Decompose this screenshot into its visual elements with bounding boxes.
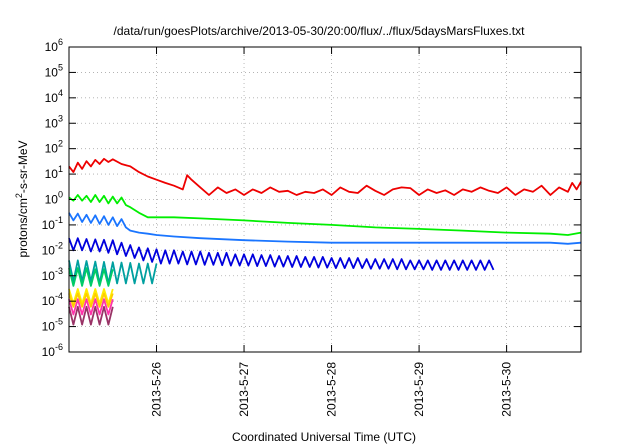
y-tick-label: 104 <box>45 88 63 105</box>
y-tick-label: 10-5 <box>42 317 63 334</box>
x-tick-label: 2013-5-27 <box>237 362 251 417</box>
series-line-4 <box>68 259 158 285</box>
series-line-0 <box>68 157 582 196</box>
x-tick-label: 2013-5-26 <box>150 362 164 417</box>
grid <box>69 47 581 352</box>
x-tick-label: 2013-5-29 <box>412 362 426 417</box>
y-tick-label-exp: 0 <box>58 190 63 200</box>
y-axis-label-rest: -s-sr-MeV <box>16 140 30 193</box>
y-tick-label-base: 10 <box>42 269 56 283</box>
y-tick-label: 10-6 <box>42 342 63 359</box>
series-line-3 <box>68 237 495 271</box>
y-tick-label-exp: -5 <box>55 317 63 327</box>
y-tick-label: 10-1 <box>42 215 63 232</box>
y-tick-label-exp: 1 <box>58 164 63 174</box>
series-line-2 <box>68 212 582 245</box>
y-tick-label-base: 10 <box>45 193 59 207</box>
y-tick-label-base: 10 <box>45 40 59 54</box>
series-line-5 <box>68 267 114 287</box>
y-tick-label: 100 <box>45 190 63 207</box>
series-line-6 <box>68 288 114 305</box>
y-tick-label-base: 10 <box>42 294 56 308</box>
y-tick-label: 105 <box>45 62 63 79</box>
x-tick-label: 2013-5-30 <box>500 362 514 417</box>
y-tick-label-exp: 5 <box>58 62 63 72</box>
y-tick-label: 10-4 <box>42 291 63 308</box>
y-tick-label-exp: -6 <box>55 342 63 352</box>
y-tick-label-base: 10 <box>42 243 56 257</box>
y-tick-label-exp: 4 <box>58 88 63 98</box>
y-tick-label-base: 10 <box>45 142 59 156</box>
y-tick-label: 10-2 <box>42 240 63 257</box>
series-group <box>68 157 582 326</box>
y-tick-label-base: 10 <box>45 65 59 79</box>
series-line-8 <box>68 298 114 316</box>
y-tick-label-base: 10 <box>42 345 56 359</box>
series-line-7 <box>68 292 114 308</box>
y-tick-label-exp: -4 <box>55 291 63 301</box>
y-tick-label-base: 10 <box>45 167 59 181</box>
y-axis-label-sup: 2 <box>14 193 24 198</box>
y-tick-label-exp: -1 <box>55 215 63 225</box>
y-tick-label: 103 <box>45 113 63 130</box>
series-line-9 <box>68 305 114 326</box>
y-tick-label-exp: 2 <box>58 139 63 149</box>
x-axis-label: Coordinated Universal Time (UTC) <box>232 430 416 444</box>
axes: 10-610-510-410-310-210-11001011021031041… <box>42 37 581 417</box>
series-line-1 <box>68 194 582 236</box>
y-tick-label: 10-3 <box>42 266 63 283</box>
y-tick-label: 101 <box>45 164 63 181</box>
y-tick-label-exp: -2 <box>55 240 63 250</box>
y-tick-label-exp: 3 <box>58 113 63 123</box>
chart-title: /data/run/goesPlots/archive/2013-05-30/2… <box>114 24 526 38</box>
y-tick-label: 106 <box>45 37 63 54</box>
y-tick-label-exp: -3 <box>55 266 63 276</box>
y-tick-label-base: 10 <box>45 116 59 130</box>
y-tick-label: 102 <box>45 139 63 156</box>
x-tick-label: 2013-5-28 <box>325 362 339 417</box>
y-tick-label-exp: 6 <box>58 37 63 47</box>
y-axis-label-base: protons/cm <box>16 198 30 257</box>
y-tick-label-base: 10 <box>42 320 56 334</box>
y-tick-label-base: 10 <box>45 91 59 105</box>
y-tick-label-base: 10 <box>42 218 56 232</box>
y-axis-label: protons/cm2-s-sr-MeV <box>14 140 30 257</box>
